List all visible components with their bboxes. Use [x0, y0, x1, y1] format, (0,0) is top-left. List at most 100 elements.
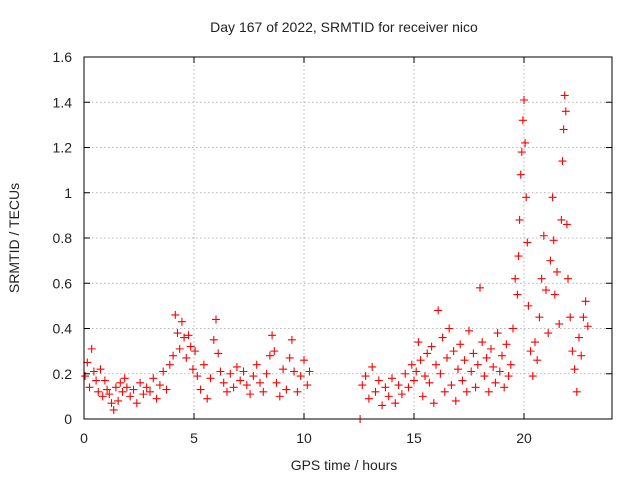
data-point: [177, 317, 186, 326]
axis-ticks: [83, 56, 612, 420]
data-point: [572, 387, 581, 396]
y-tick-label: 0.6: [53, 275, 73, 291]
data-point: [425, 378, 434, 387]
x-tick-label: 15: [406, 430, 422, 446]
data-point: [491, 378, 500, 387]
data-point: [184, 331, 193, 340]
x-tick-label: 0: [80, 430, 88, 446]
data-point: [120, 374, 129, 383]
data-point: [414, 338, 423, 347]
data-point: [259, 387, 268, 396]
data-point: [249, 372, 258, 381]
data-point: [232, 362, 241, 371]
data-point: [526, 347, 535, 356]
data-point: [404, 383, 413, 392]
x-tick-label: 5: [190, 430, 198, 446]
data-point: [537, 274, 546, 283]
data-point: [87, 344, 96, 353]
data-point: [186, 342, 195, 351]
data-point: [562, 220, 571, 229]
data-point: [407, 360, 416, 369]
data-point: [83, 358, 92, 367]
y-tick-label: 1.2: [53, 140, 73, 156]
data-point: [381, 383, 390, 392]
data-point: [583, 322, 592, 331]
data-point: [568, 347, 577, 356]
data-point: [96, 365, 105, 374]
data-point: [511, 274, 520, 283]
data-point: [129, 385, 138, 394]
data-point: [374, 376, 383, 385]
data-point: [246, 390, 255, 399]
data-point: [107, 399, 116, 408]
data-point: [268, 331, 277, 340]
data-point: [484, 387, 493, 396]
data-point: [478, 338, 487, 347]
data-point: [577, 351, 586, 360]
data-point: [515, 215, 524, 224]
data-point: [270, 347, 279, 356]
data-point: [570, 365, 579, 374]
data-point: [482, 353, 491, 362]
data-point: [103, 385, 112, 394]
chart-title: Day 167 of 2022, SRMTID for receiver nic…: [210, 19, 478, 35]
data-point: [282, 385, 291, 394]
data-point: [542, 286, 550, 295]
data-point: [555, 319, 564, 328]
data-point: [564, 274, 572, 283]
data-point: [531, 338, 539, 347]
data-point: [105, 390, 114, 399]
data-point: [524, 301, 533, 310]
data-point: [471, 383, 480, 392]
data-point: [412, 367, 421, 376]
data-point: [139, 390, 148, 399]
y-tick-label: 0.2: [53, 366, 73, 382]
data-point: [451, 396, 460, 405]
data-point: [226, 369, 235, 378]
data-point: [214, 349, 223, 358]
data-point: [199, 360, 208, 369]
data-point: [242, 381, 251, 390]
data-point: [521, 138, 530, 147]
data-point: [462, 387, 471, 396]
data-point: [85, 383, 94, 392]
data-point: [443, 353, 451, 362]
data-point: [561, 107, 570, 116]
data-point: [429, 399, 438, 408]
data-point: [438, 333, 447, 342]
data-point: [575, 333, 583, 342]
x-tick-label: 20: [516, 430, 532, 446]
data-point: [495, 367, 504, 376]
data-point: [549, 236, 558, 245]
data-point: [196, 385, 205, 394]
data-point: [279, 365, 288, 374]
data-point: [100, 376, 109, 385]
y-tick-label: 0.4: [53, 321, 73, 337]
data-point: [432, 360, 440, 369]
data-point: [539, 231, 548, 240]
data-point: [216, 367, 225, 376]
data-point: [535, 313, 544, 322]
data-point: [498, 351, 506, 360]
data-point: [252, 360, 261, 369]
data-point: [518, 116, 527, 125]
y-tick-label: 1.4: [53, 94, 73, 110]
data-point: [397, 390, 406, 399]
data-point: [285, 353, 294, 362]
data-point: [514, 252, 523, 261]
data-point: [182, 353, 191, 362]
data-point: [544, 329, 553, 338]
data-point: [219, 378, 228, 387]
y-tick-labels: 0 0.2 0.4 0.6 0.8 1 1.2 1.4 1.6: [53, 49, 73, 427]
data-point: [169, 351, 178, 360]
data-point: [522, 193, 531, 202]
data-point: [98, 392, 107, 401]
data-point: [173, 329, 182, 338]
x-tick-label: 10: [296, 430, 312, 446]
data-point: [152, 394, 161, 403]
x-axis-label: GPS time / hours: [291, 457, 398, 473]
data-point: [203, 394, 212, 403]
data-point: [209, 335, 218, 344]
data-point: [559, 125, 568, 134]
